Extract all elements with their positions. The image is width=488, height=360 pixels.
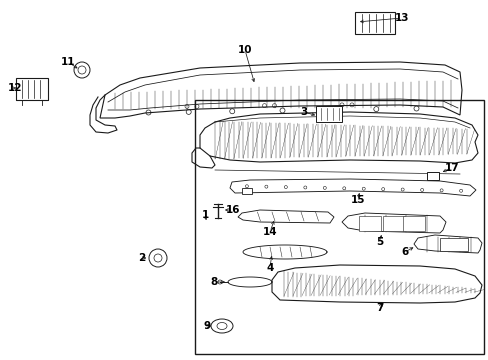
FancyBboxPatch shape (426, 172, 438, 180)
Text: 17: 17 (444, 163, 458, 173)
FancyBboxPatch shape (242, 188, 251, 194)
Text: 14: 14 (262, 227, 277, 237)
Text: 3: 3 (300, 107, 307, 117)
FancyBboxPatch shape (382, 216, 404, 231)
Text: 6: 6 (401, 247, 408, 257)
Text: 15: 15 (350, 195, 365, 205)
FancyBboxPatch shape (354, 12, 394, 34)
Text: 5: 5 (376, 237, 383, 247)
FancyBboxPatch shape (402, 216, 424, 231)
Text: 4: 4 (266, 263, 273, 273)
Text: 11: 11 (61, 57, 75, 67)
Text: 7: 7 (376, 303, 383, 313)
Text: 16: 16 (225, 205, 240, 215)
Text: 9: 9 (203, 321, 210, 331)
Text: 2: 2 (138, 253, 145, 263)
Bar (195, 100, 483, 354)
FancyBboxPatch shape (315, 106, 341, 122)
FancyBboxPatch shape (358, 216, 380, 231)
FancyBboxPatch shape (439, 238, 467, 251)
Text: 10: 10 (237, 45, 252, 55)
FancyBboxPatch shape (16, 78, 48, 100)
Text: 13: 13 (394, 13, 408, 23)
Text: 8: 8 (210, 277, 217, 287)
Text: 12: 12 (8, 83, 22, 93)
Text: 1: 1 (201, 210, 208, 220)
